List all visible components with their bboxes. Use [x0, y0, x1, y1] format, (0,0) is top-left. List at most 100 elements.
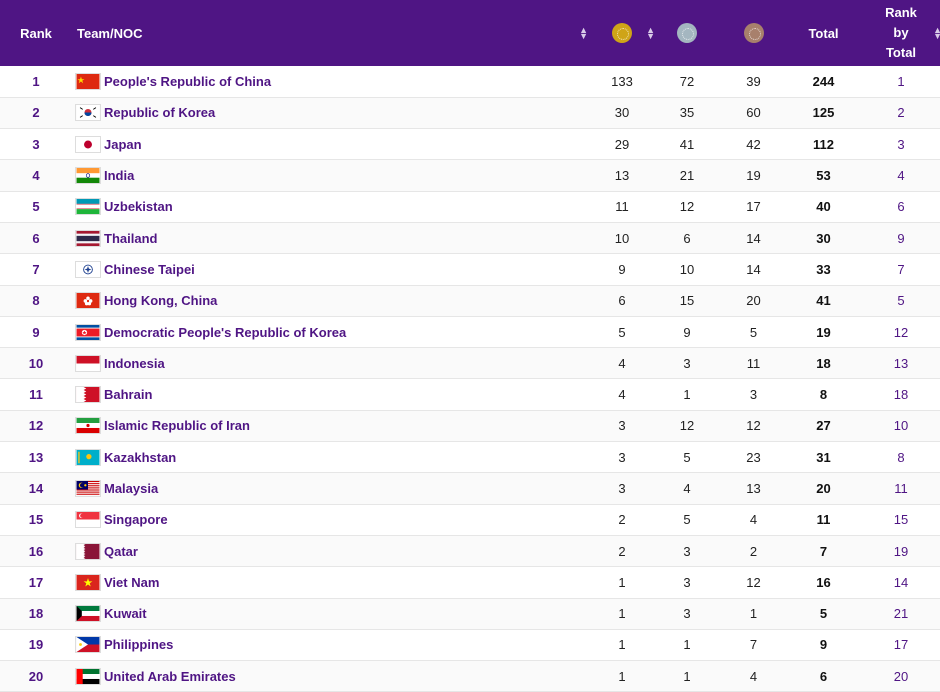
team-cell: Uzbekistan — [72, 191, 592, 222]
team-link[interactable]: Democratic People's Republic of Korea — [104, 324, 347, 340]
flag-icon — [75, 636, 101, 654]
flag-icon — [75, 448, 101, 466]
bronze-cell: 19 — [746, 168, 761, 184]
bronze-header[interactable] — [722, 0, 785, 66]
team-cell: Kazakhstan — [72, 442, 592, 473]
table-row: 17 Viet Nam 1 3 12 16 14 — [0, 567, 940, 599]
sort-icon[interactable]: ▲ ▼ — [646, 25, 655, 41]
flag-icon — [75, 292, 101, 310]
gold-cell: 10 — [614, 230, 630, 246]
table-row: 16 Qatar 2 3 2 7 19 — [0, 535, 940, 567]
team-cell: Thailand — [72, 222, 592, 253]
team-link[interactable]: Hong Kong, China — [104, 293, 218, 309]
rank-cell: 10 — [28, 355, 44, 371]
rank-header-label: Rank — [20, 25, 52, 41]
team-link[interactable]: Islamic Republic of Iran — [104, 418, 250, 434]
bronze-cell: 60 — [746, 105, 761, 121]
gold-cell: 4 — [618, 387, 626, 403]
team-cell: Hong Kong, China — [72, 285, 592, 316]
table-row: 9 Democratic People's Republic of Korea … — [0, 316, 940, 348]
team-cell: People's Republic of China — [72, 66, 592, 97]
team-link[interactable]: Bahrain — [104, 387, 153, 403]
rank-cell: 20 — [28, 668, 44, 684]
total-cell: 41 — [816, 293, 831, 309]
team-cell: Chinese Taipei — [72, 254, 592, 285]
team-header-label: Team/NOC — [77, 25, 143, 41]
gold-cell: 3 — [618, 449, 626, 465]
rank-by-total-cell: 9 — [897, 230, 905, 246]
gold-cell: 1 — [618, 606, 626, 622]
gold-cell: 1 — [618, 668, 626, 684]
rank-by-total-cell: 15 — [893, 512, 909, 528]
gold-cell: 30 — [614, 105, 630, 121]
rank-cell: 9 — [32, 324, 40, 340]
table-row: 19 Philippines 1 1 7 9 17 — [0, 629, 940, 661]
team-link[interactable]: Uzbekistan — [104, 199, 173, 215]
team-link[interactable]: Kazakhstan — [104, 449, 177, 465]
team-link[interactable]: Kuwait — [104, 606, 147, 622]
silver-header[interactable] — [652, 0, 722, 66]
team-link[interactable]: Qatar — [104, 543, 138, 559]
team-link[interactable]: India — [104, 168, 135, 184]
silver-cell: 1 — [683, 668, 691, 684]
total-cell: 8 — [819, 387, 828, 403]
rank-by-total-header[interactable]: Rank by Total ▲ ▼ — [862, 0, 940, 66]
total-header[interactable]: Total — [785, 0, 862, 66]
bronze-cell: 3 — [749, 387, 758, 403]
silver-cell: 3 — [683, 543, 691, 559]
silver-cell: 3 — [683, 606, 691, 622]
team-link[interactable]: Singapore — [104, 512, 168, 528]
team-cell: Kuwait — [72, 598, 592, 629]
flag-icon — [75, 104, 101, 122]
gold-medal-icon — [612, 23, 632, 43]
team-link[interactable]: People's Republic of China — [104, 73, 272, 89]
bronze-cell: 12 — [746, 574, 761, 590]
rank-cell: 5 — [32, 199, 40, 215]
bronze-medal-icon — [743, 23, 764, 43]
bronze-cell: 14 — [746, 261, 761, 277]
silver-cell: 72 — [679, 73, 695, 89]
team-header[interactable]: Team/NOC ▲ ▼ — [72, 0, 592, 66]
flag-icon — [75, 417, 101, 435]
rank-cell: 16 — [28, 543, 44, 559]
rank-cell: 11 — [29, 387, 43, 403]
sort-icon[interactable]: ▲ ▼ — [579, 25, 588, 41]
flag-icon — [75, 167, 101, 185]
silver-cell: 41 — [679, 136, 695, 152]
flag-icon — [75, 354, 101, 372]
team-link[interactable]: Thailand — [104, 230, 158, 246]
rank-by-total-cell: 17 — [893, 637, 909, 653]
team-cell: India — [72, 160, 592, 191]
flag-icon — [75, 542, 101, 560]
gold-cell: 1 — [618, 574, 626, 590]
rank-by-total-cell: 19 — [893, 543, 909, 559]
table-row: 14 Malaysia 3 4 13 20 11 — [0, 472, 940, 505]
rank-header[interactable]: Rank — [0, 0, 72, 66]
gold-cell: 2 — [618, 512, 626, 528]
rank-cell: 15 — [28, 512, 44, 528]
sort-icon[interactable]: ▲ ▼ — [933, 25, 940, 41]
team-cell: Islamic Republic of Iran — [72, 410, 592, 441]
rank-cell: 8 — [32, 293, 40, 309]
flag-icon — [75, 511, 101, 529]
gold-cell: 2 — [618, 543, 626, 559]
team-link[interactable]: Chinese Taipei — [104, 261, 195, 277]
gold-cell: 1 — [618, 637, 626, 653]
total-cell: 40 — [816, 199, 831, 215]
total-cell: 27 — [816, 418, 831, 434]
team-link[interactable]: Viet Nam — [104, 574, 160, 590]
team-link[interactable]: Malaysia — [104, 481, 159, 496]
team-cell: United Arab Emirates — [72, 661, 592, 692]
team-link[interactable]: Indonesia — [104, 355, 165, 371]
team-link[interactable]: United Arab Emirates — [104, 668, 236, 684]
team-link[interactable]: Republic of Korea — [104, 105, 216, 121]
rank-by-total-cell: 21 — [893, 606, 909, 622]
flag-icon — [75, 573, 101, 591]
gold-header[interactable]: ▲ ▼ — [592, 0, 655, 66]
team-link[interactable]: Philippines — [104, 637, 174, 653]
total-cell: 19 — [816, 324, 831, 340]
team-cell: Republic of Korea — [72, 97, 592, 128]
team-link[interactable]: Japan — [104, 136, 142, 152]
total-header-label: Total — [808, 25, 839, 41]
